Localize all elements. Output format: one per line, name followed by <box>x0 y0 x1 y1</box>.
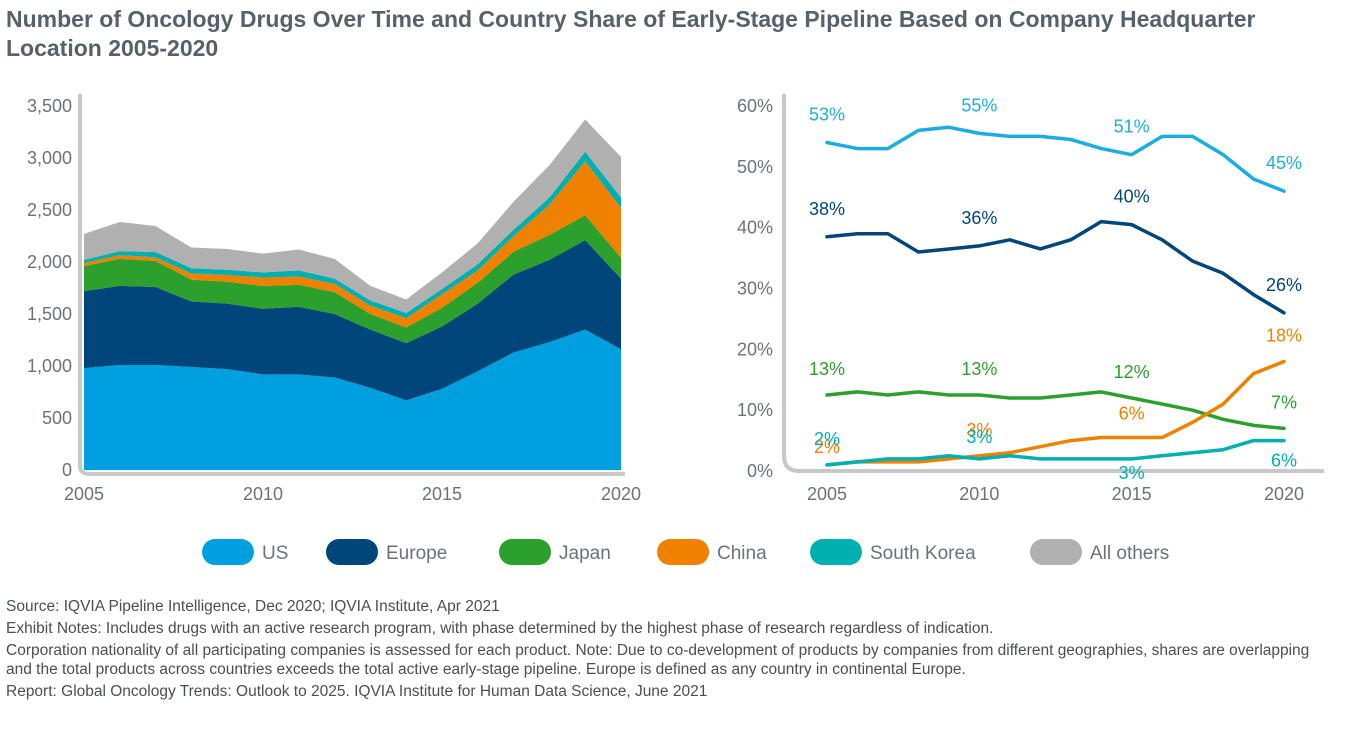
notes: Source: IQVIA Pipeline Intelligence, Dec… <box>6 597 1336 704</box>
right-y-tick-label: 10% <box>737 400 773 420</box>
right-x-tick-label: 2005 <box>807 484 847 504</box>
right-line-chart: 0% 10% 20% 30% 40% 50% 60% 2005 2010 2015 2020 53% 5… <box>737 94 1324 504</box>
right-y-tick-label: 60% <box>737 96 773 116</box>
data-label: 3% <box>966 420 992 440</box>
legend-label: Japan <box>559 543 611 564</box>
right-y-tick-label: 30% <box>737 279 773 299</box>
data-label: 13% <box>809 359 845 379</box>
data-label: 7% <box>1271 392 1297 412</box>
left-x-tick-label: 2005 <box>64 484 104 504</box>
data-label: 36% <box>961 208 997 228</box>
data-label: 3% <box>966 427 992 447</box>
legend-label: All others <box>1090 543 1169 564</box>
right-axis-lines <box>782 94 1324 473</box>
left-x-tick-label: 2020 <box>601 484 641 504</box>
source-note: Source: IQVIA Pipeline Intelligence, Dec… <box>6 598 500 615</box>
left-x-tick-label: 2015 <box>422 484 462 504</box>
legend-swatch <box>202 539 254 565</box>
left-y-tick-label: 1,500 <box>27 304 72 324</box>
legend-swatch <box>657 539 709 565</box>
right-y-tick-label: 20% <box>737 339 773 359</box>
data-label: 6% <box>1119 404 1145 424</box>
report-note: Report: Global Oncology Trends: Outlook … <box>6 683 708 700</box>
left-y-tick-label: 0 <box>62 460 72 480</box>
legend-swatch <box>326 539 378 565</box>
right-x-tick-label: 2010 <box>959 484 999 504</box>
left-x-tick-label: 2010 <box>243 484 283 504</box>
chart-title: Number of Oncology Drugs Over Time and C… <box>6 6 1256 61</box>
right-y-tick-label: 50% <box>737 157 773 177</box>
data-label: 6% <box>1271 451 1297 471</box>
left-stacked-area-chart: 0 500 1,000 1,500 2,000 2,500 3,000 3,500 2005 20… <box>27 94 641 504</box>
right-x-tick-label: 2020 <box>1264 484 1304 504</box>
line-us <box>825 125 1286 193</box>
left-y-tick-label: 2,000 <box>27 252 72 272</box>
legend-label: Europe <box>386 543 447 564</box>
legend-swatch <box>499 539 551 565</box>
area-china <box>84 161 621 328</box>
corporation-note: Corporation nationality of all participa… <box>6 642 1310 678</box>
data-label: 3% <box>1119 463 1145 483</box>
area-japan <box>84 215 621 344</box>
data-label: 2% <box>814 437 840 457</box>
area-europe <box>84 240 621 401</box>
data-label: 26% <box>1266 275 1302 295</box>
data-label: 38% <box>809 199 845 219</box>
area-south-korea <box>84 151 621 319</box>
left-y-tick-label: 2,500 <box>27 200 72 220</box>
right-y-tick-label: 0% <box>747 461 773 481</box>
legend-label: China <box>717 543 767 564</box>
legend-label: US <box>262 543 288 564</box>
data-label: 18% <box>1266 326 1302 346</box>
line-south-korea <box>825 438 1286 467</box>
data-label: 45% <box>1266 153 1302 173</box>
left-y-tick-label: 3,000 <box>27 148 72 168</box>
legend-swatch <box>1030 539 1082 565</box>
data-label: 55% <box>961 95 997 115</box>
exhibit-note: Exhibit Notes: Includes drugs with an ac… <box>6 620 994 637</box>
line-china <box>825 359 1286 467</box>
data-label: 53% <box>809 105 845 125</box>
data-label: 12% <box>1114 362 1150 382</box>
right-x-tick-label: 2015 <box>1112 484 1152 504</box>
area-all-others <box>84 119 621 313</box>
right-y-tick-label: 40% <box>737 218 773 238</box>
legend: US Europe Japan China South Korea All others <box>202 539 1169 565</box>
legend-label: South Korea <box>870 543 976 564</box>
legend-swatch <box>810 539 862 565</box>
left-y-tick-label: 1,000 <box>27 356 72 376</box>
left-axis-lines <box>78 94 625 476</box>
line-europe <box>825 219 1286 315</box>
left-y-tick-label: 3,500 <box>27 96 72 116</box>
area-us <box>84 329 621 470</box>
data-label: 51% <box>1114 117 1150 137</box>
data-label: 13% <box>961 359 997 379</box>
left-y-tick-label: 500 <box>42 408 72 428</box>
data-label: 2% <box>814 429 840 449</box>
data-label: 40% <box>1114 187 1150 207</box>
